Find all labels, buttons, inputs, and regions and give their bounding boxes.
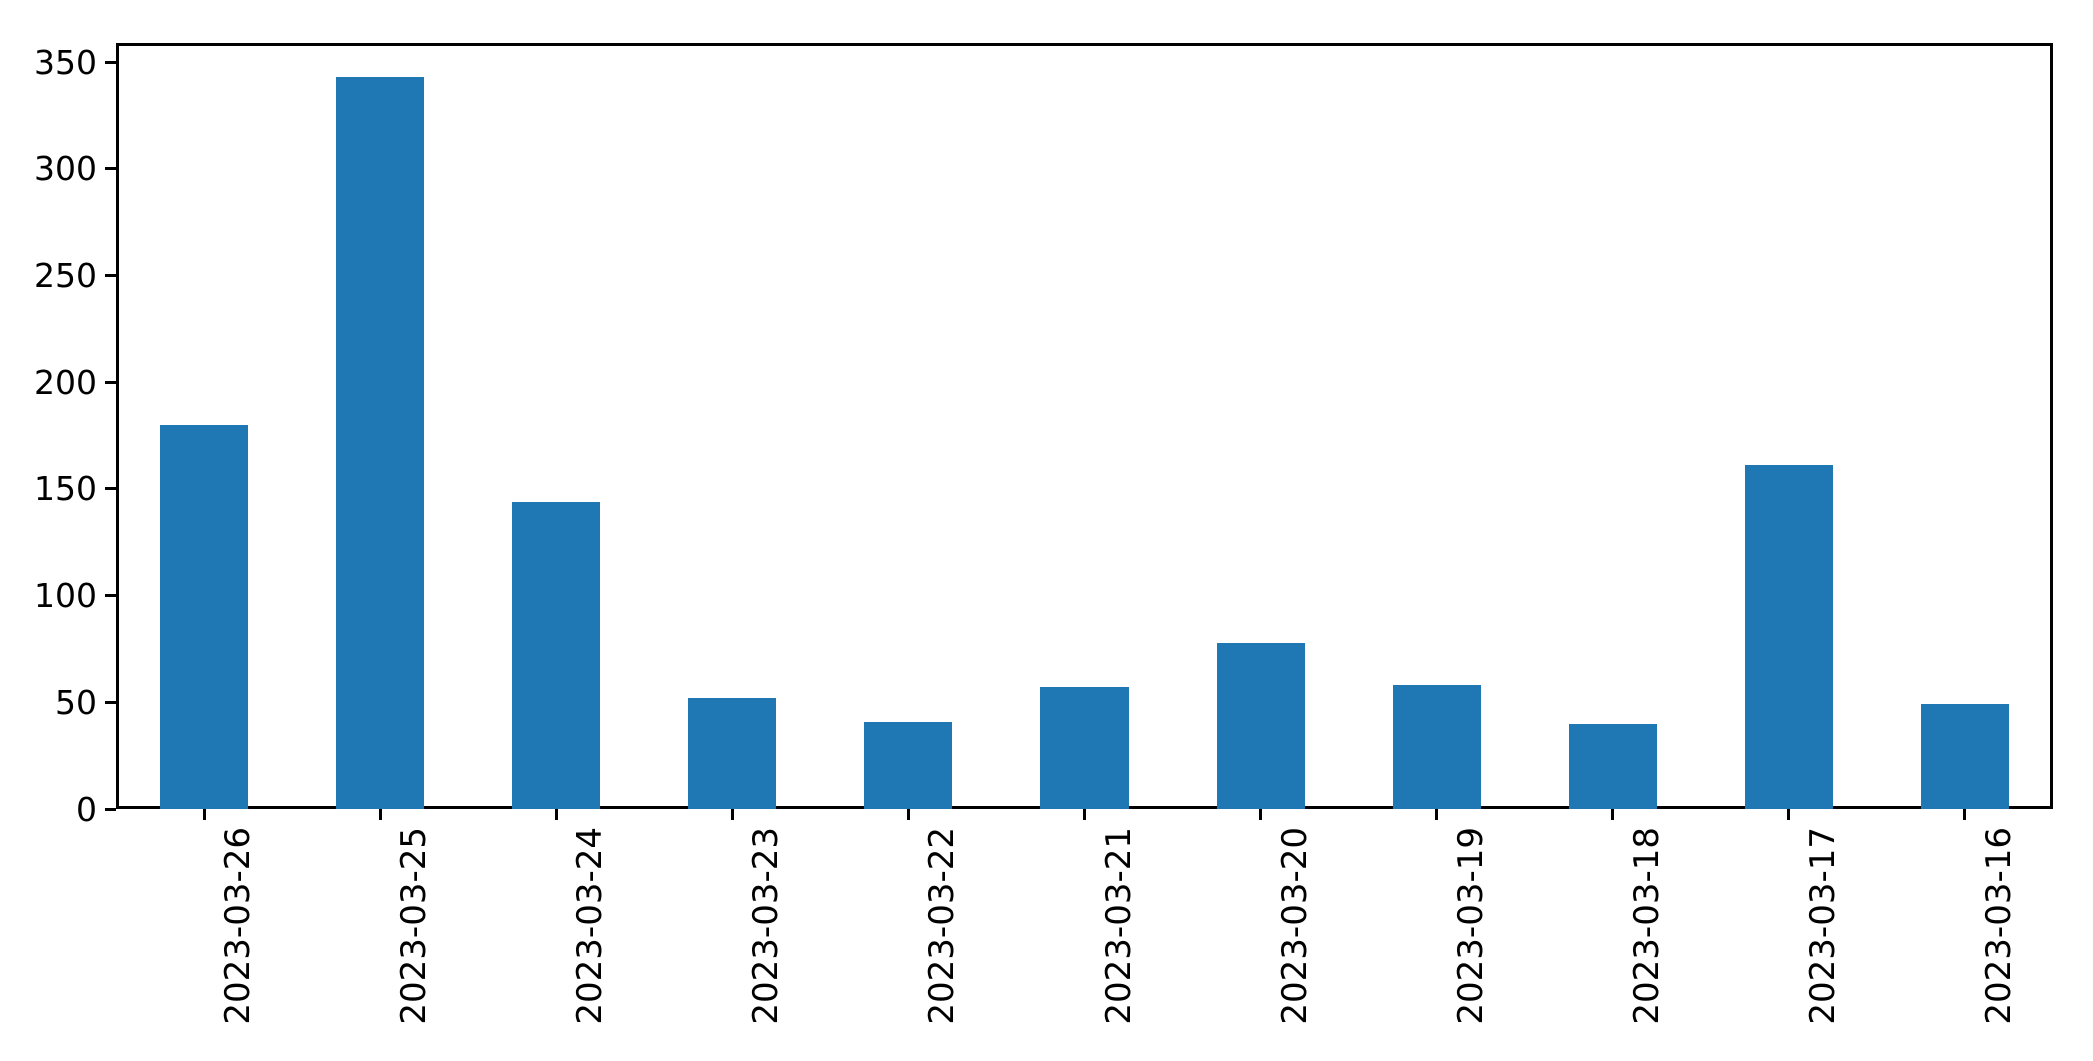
bar-2023-03-16 <box>1920 704 2009 809</box>
y-tick-label: 0 <box>76 789 97 829</box>
y-tick-mark <box>105 60 116 64</box>
y-tick-mark <box>105 807 116 811</box>
plot-area <box>116 43 2053 809</box>
x-tick-label: 2023-03-19 <box>1450 827 1491 1025</box>
x-tick-label: 2023-03-23 <box>746 827 787 1025</box>
x-tick-label: 2023-03-26 <box>218 827 259 1025</box>
bar-2023-03-17 <box>1744 465 1833 809</box>
x-tick-mark <box>202 809 206 820</box>
x-tick-mark <box>378 809 382 820</box>
bar-2023-03-20 <box>1216 642 1305 809</box>
bar-2023-03-26 <box>160 424 249 809</box>
y-tick-mark <box>105 167 116 171</box>
y-tick-label: 350 <box>34 42 97 82</box>
x-tick-label: 2023-03-18 <box>1626 827 1667 1025</box>
x-tick-label: 2023-03-22 <box>922 827 963 1025</box>
x-tick-mark <box>1083 809 1086 820</box>
bar-2023-03-22 <box>864 721 953 809</box>
x-tick-mark <box>906 809 910 820</box>
y-tick-label: 250 <box>34 256 97 296</box>
x-tick-mark <box>1435 809 1439 820</box>
x-tick-mark <box>1611 809 1615 820</box>
x-tick-label: 2023-03-24 <box>570 827 611 1025</box>
bar-2023-03-25 <box>336 77 425 809</box>
bar-2023-03-23 <box>688 698 777 809</box>
x-tick-mark <box>1787 809 1791 820</box>
x-tick-label: 2023-03-25 <box>394 827 435 1025</box>
x-tick-mark <box>554 809 558 820</box>
y-tick-mark <box>105 380 116 384</box>
x-tick-label: 2023-03-16 <box>1978 827 2019 1025</box>
y-tick-mark <box>105 274 116 278</box>
y-tick-label: 200 <box>34 362 97 402</box>
y-tick-mark <box>105 487 116 491</box>
bar-2023-03-19 <box>1392 685 1481 809</box>
bar-2023-03-21 <box>1040 687 1129 809</box>
bar-2023-03-18 <box>1568 723 1657 809</box>
y-tick-mark <box>105 700 116 704</box>
bar-2023-03-24 <box>512 501 601 809</box>
x-tick-mark <box>730 809 734 820</box>
y-tick-label: 150 <box>34 469 97 509</box>
x-tick-label: 2023-03-17 <box>1802 827 1843 1025</box>
x-tick-label: 2023-03-21 <box>1098 827 1139 1025</box>
y-tick-mark <box>105 594 116 598</box>
y-tick-label: 300 <box>34 149 97 189</box>
x-tick-label: 2023-03-20 <box>1274 827 1315 1025</box>
y-tick-label: 50 <box>55 682 97 722</box>
x-tick-mark <box>1259 809 1263 820</box>
y-tick-label: 100 <box>34 576 97 616</box>
x-tick-mark <box>1963 809 1967 820</box>
